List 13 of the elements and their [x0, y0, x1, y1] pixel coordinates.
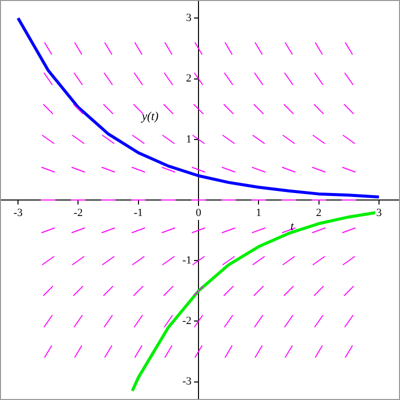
x-tick-label: -3 — [13, 206, 24, 219]
y-tick-label: 1 — [186, 133, 192, 146]
x-tick-label: 2 — [316, 206, 322, 219]
x-tick-label: -1 — [134, 206, 143, 219]
x-tick-label: 0 — [196, 206, 202, 219]
x-tick-label: 1 — [256, 206, 262, 219]
y-tick-label: -3 — [182, 376, 192, 388]
y-tick-label: -1 — [182, 254, 192, 266]
y-tick-label: 3 — [186, 12, 192, 24]
y-axis-title: y(t) — [140, 109, 158, 123]
x-tick-label: -2 — [74, 206, 83, 219]
y-tick-label: -2 — [182, 315, 192, 328]
y-tick-label: 2 — [186, 72, 192, 85]
